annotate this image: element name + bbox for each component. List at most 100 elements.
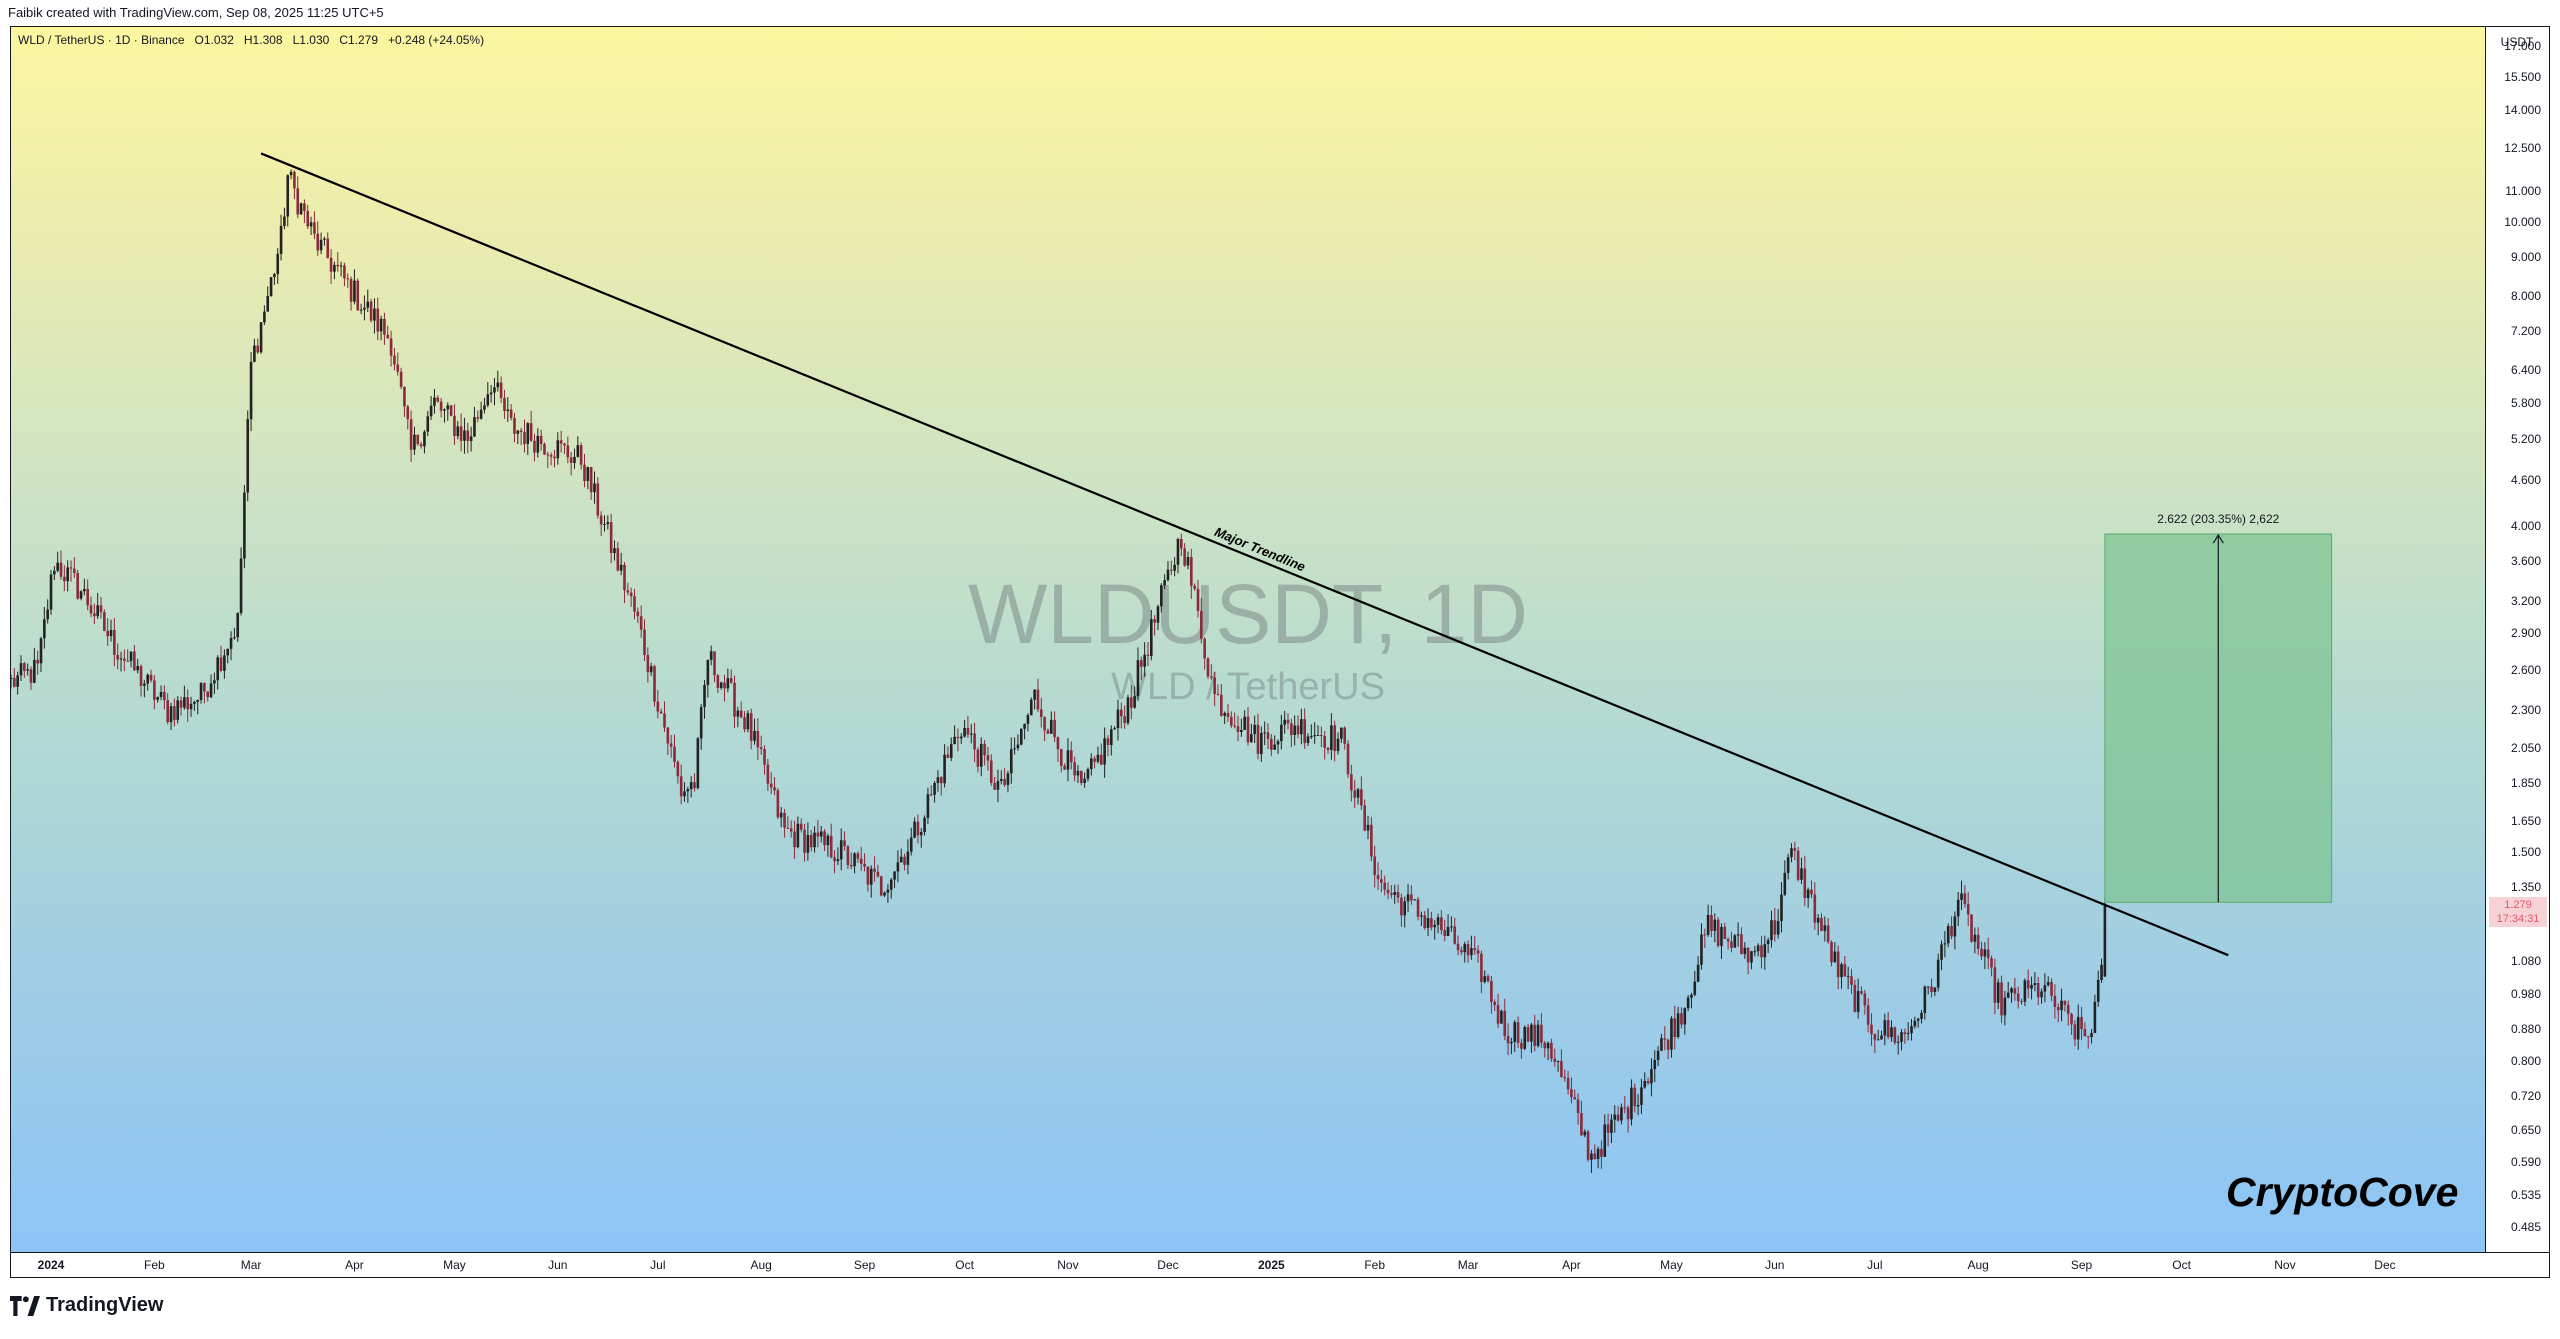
- candle-body: [1796, 850, 1800, 880]
- candle-body: [693, 782, 696, 789]
- candle-body: [1596, 1148, 1600, 1160]
- candle-body: [699, 707, 703, 739]
- candle-body: [1866, 1005, 1870, 1025]
- candle-body: [386, 334, 390, 339]
- candle-body: [1049, 719, 1053, 734]
- candle-body: [1116, 709, 1120, 729]
- candle-body: [1633, 1087, 1637, 1107]
- price-tick: 0.980: [2510, 986, 2541, 1001]
- candle-body: [1119, 709, 1123, 717]
- candle-body: [106, 630, 109, 637]
- candle-body: [936, 777, 940, 783]
- candle-body: [1043, 716, 1046, 731]
- candle-body: [196, 699, 200, 702]
- candle-body: [1336, 738, 1340, 751]
- legend-symbol[interactable]: WLD / TetherUS · 1D · Binance: [18, 33, 185, 47]
- candle-body: [2090, 1033, 2093, 1038]
- time-tick: Nov: [1057, 1258, 1079, 1272]
- price-axis[interactable]: USDT 17.000 15.500 14.000 12.500 11.000 10.00…: [2485, 27, 2549, 1252]
- candle-body: [79, 591, 83, 599]
- price-chart-svg[interactable]: Major Trendline: [11, 27, 2485, 1252]
- time-axis[interactable]: 2024 Feb Mar Apr May Jun Jul Aug Sep Oct Nov Dec 202…: [11, 1252, 2549, 1277]
- candle-body: [1260, 732, 1263, 755]
- candle-body: [1536, 1024, 1540, 1046]
- candle-body: [2063, 1000, 2067, 1005]
- candle-body: [1410, 894, 1413, 901]
- candle-body: [926, 794, 930, 818]
- candle-body: [1109, 729, 1113, 746]
- candle-body: [1650, 1069, 1653, 1084]
- candle-body: [716, 675, 720, 688]
- major-trendline: [260, 152, 2229, 957]
- candle-body: [269, 277, 273, 296]
- plot-area[interactable]: WLDUSDT, 1D WLD / TetherUS Major Trendli…: [11, 27, 2485, 1252]
- candle-body: [1853, 984, 1857, 1012]
- symbol-legend[interactable]: WLD / TetherUS · 1D · Binance O1.032 H1.30…: [18, 33, 494, 47]
- candle-body: [1403, 901, 1407, 916]
- bar-countdown: 17:34:31: [2496, 913, 2540, 926]
- price-tick: 12.500: [2504, 141, 2541, 156]
- candle-body: [183, 697, 186, 708]
- candle-body: [1243, 716, 1246, 730]
- candle-body: [689, 782, 693, 790]
- candle-body: [1726, 938, 1730, 942]
- candle-body: [243, 492, 246, 559]
- candle-body: [2010, 988, 2013, 993]
- candle-body: [1933, 987, 1937, 992]
- candle-body: [526, 423, 530, 445]
- candle-body: [1836, 951, 1840, 978]
- candle-body: [319, 239, 323, 251]
- candle-body: [1180, 538, 1183, 549]
- candle-body: [1830, 941, 1833, 963]
- candle-body: [186, 697, 190, 710]
- candle-body: [759, 747, 763, 750]
- candle-body: [973, 733, 976, 750]
- candle-body: [493, 387, 496, 393]
- candle-body: [849, 864, 853, 867]
- candle-body: [929, 794, 933, 796]
- candle-body: [1433, 924, 1437, 928]
- candle-body: [863, 863, 866, 867]
- candle-body: [103, 612, 106, 631]
- candle-body: [1790, 848, 1793, 858]
- candle-body: [1099, 754, 1103, 765]
- candle-body: [996, 781, 1000, 790]
- candle-body: [883, 892, 886, 896]
- candle-body: [1676, 1013, 1680, 1037]
- candle-body: [69, 567, 73, 569]
- candle-body: [1086, 769, 1090, 779]
- candle-body: [933, 782, 936, 795]
- candle-body: [1216, 694, 1220, 696]
- price-tick: 3.200: [2510, 593, 2541, 608]
- candle-body: [913, 821, 916, 838]
- candle-body: [886, 889, 890, 893]
- candle-body: [1590, 1153, 1593, 1160]
- candle-body: [96, 605, 99, 617]
- candle-body: [1190, 557, 1193, 586]
- candle-body: [1723, 926, 1727, 939]
- candle-body: [1583, 1131, 1587, 1136]
- candle-body: [519, 430, 523, 433]
- candle-body: [1606, 1124, 1610, 1133]
- candle-body: [486, 394, 490, 406]
- candle-body: [1346, 743, 1350, 775]
- candle-body: [813, 832, 816, 848]
- candle-body: [1413, 899, 1417, 901]
- candle-body: [253, 345, 256, 362]
- candle-body: [1816, 917, 1820, 923]
- candle-body: [1526, 1027, 1530, 1042]
- candle-body: [1653, 1060, 1657, 1070]
- tradingview-footer[interactable]: TradingView: [10, 1294, 163, 1317]
- candle-body: [1436, 917, 1440, 925]
- time-tick: Oct: [955, 1258, 974, 1272]
- candle-body: [1173, 564, 1176, 571]
- candle-body: [753, 730, 756, 741]
- candle-body: [126, 660, 129, 662]
- candle-body: [1270, 738, 1273, 750]
- candle-body: [523, 432, 526, 445]
- candle-body: [916, 821, 920, 836]
- candle-body: [839, 840, 843, 860]
- candle-body: [1593, 1153, 1597, 1160]
- candle-body: [263, 311, 266, 323]
- candle-body: [1113, 728, 1116, 730]
